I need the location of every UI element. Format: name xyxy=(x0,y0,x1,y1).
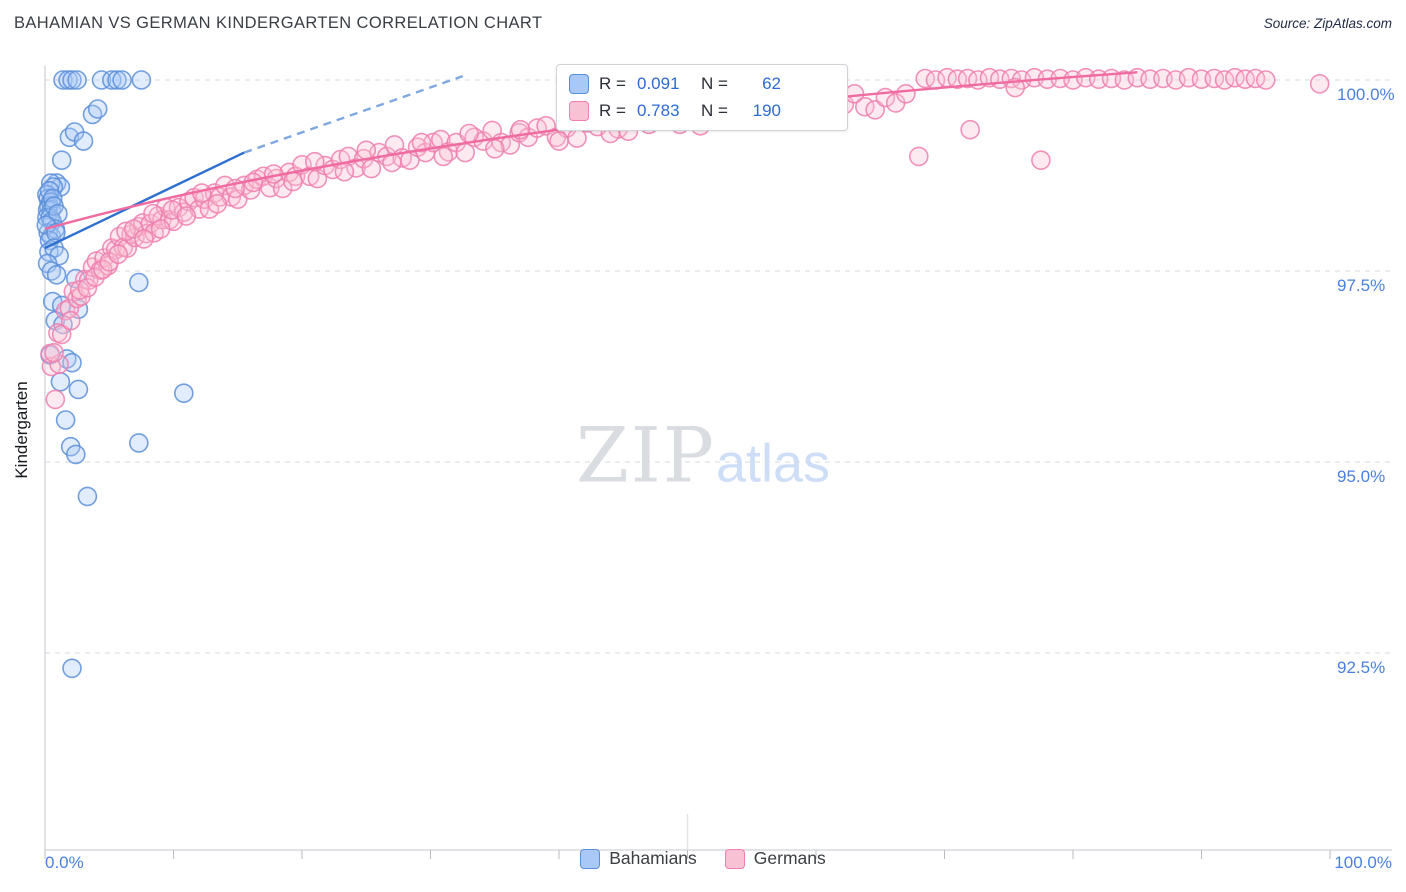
point-germans xyxy=(69,280,90,300)
bahamians-swatch-icon xyxy=(569,74,589,94)
point-germans xyxy=(45,389,66,410)
legend-label: Bahamians xyxy=(609,848,697,868)
point-germans xyxy=(433,146,454,167)
y-tick-label: 100.0% xyxy=(1337,85,1395,104)
stats-row-bahamians: R = 0.091 N = 62 xyxy=(569,74,835,94)
point-bahamians xyxy=(67,70,87,90)
page-title: BAHAMIAN VS GERMAN KINDERGARTEN CORRELAT… xyxy=(14,14,543,32)
point-germans xyxy=(77,277,98,298)
point-bahamians xyxy=(51,150,72,170)
point-germans xyxy=(108,244,128,264)
point-bahamians xyxy=(42,188,63,209)
x-axis-min-label: 0.0% xyxy=(45,853,84,872)
point-bahamians xyxy=(129,433,149,453)
point-germans xyxy=(567,128,587,148)
point-germans xyxy=(44,342,64,363)
n-value: 62 xyxy=(762,74,781,93)
point-germans xyxy=(411,132,432,153)
point-germans xyxy=(123,219,144,239)
y-tick-label: 92.5% xyxy=(1337,658,1386,677)
legend-item-germans: Germans xyxy=(724,848,826,869)
point-germans xyxy=(1235,69,1255,89)
watermark-atlas: atlas xyxy=(715,433,831,494)
point-germans xyxy=(356,140,377,161)
r-value: 0.091 xyxy=(637,74,680,93)
point-germans xyxy=(1256,70,1276,90)
watermark-zip: ZIP xyxy=(575,410,716,500)
point-germans xyxy=(960,119,981,140)
point-germans xyxy=(361,158,382,179)
n-label: N = xyxy=(701,74,728,93)
point-germans xyxy=(896,84,916,104)
point-bahamians xyxy=(62,658,82,679)
y-tick-label: 95.0% xyxy=(1337,467,1386,486)
legend-label: Germans xyxy=(753,848,826,868)
point-germans xyxy=(207,194,227,214)
chart-legend: Bahamians Germans xyxy=(0,848,1406,869)
legend-item-bahamians: Bahamians xyxy=(580,848,697,869)
point-bahamians xyxy=(174,383,194,404)
r-label: R = xyxy=(599,74,626,93)
r-label: R = xyxy=(599,101,626,120)
point-bahamians xyxy=(87,99,108,119)
point-germans xyxy=(150,219,171,239)
n-label: N = xyxy=(701,101,728,120)
y-tick-label: 97.5% xyxy=(1337,276,1386,295)
trend-bahamians-dashed xyxy=(243,75,464,154)
point-bahamians xyxy=(107,70,127,90)
stats-box: R = 0.091 N = 62 R = 0.783 N = 190 xyxy=(556,64,848,131)
point-germans xyxy=(60,310,81,331)
source-link[interactable]: Source: ZipAtlas.com xyxy=(1263,16,1392,31)
point-germans xyxy=(1309,74,1330,94)
point-germans xyxy=(484,139,505,159)
point-germans xyxy=(176,206,197,226)
point-bahamians xyxy=(62,70,82,90)
point-bahamians xyxy=(55,410,76,430)
bahamians-swatch-icon xyxy=(580,848,601,869)
point-bahamians xyxy=(49,245,69,266)
germans-swatch-icon xyxy=(724,848,745,869)
point-germans xyxy=(549,131,569,151)
point-germans xyxy=(1031,150,1051,170)
point-bahamians xyxy=(131,70,152,90)
point-germans xyxy=(947,69,968,89)
trend-bahamians-solid xyxy=(44,151,245,250)
point-germans xyxy=(134,229,154,249)
point-germans xyxy=(85,267,105,287)
r-value: 0.783 xyxy=(637,101,680,120)
point-germans xyxy=(143,203,163,224)
point-bahamians xyxy=(48,203,68,224)
point-bahamians xyxy=(129,272,149,293)
point-germans xyxy=(283,171,303,192)
point-bahamians xyxy=(112,70,132,90)
germans-swatch-icon xyxy=(569,101,589,121)
point-bahamians xyxy=(91,70,112,90)
point-bahamians xyxy=(46,264,67,285)
point-bahamians xyxy=(102,70,122,90)
point-bahamians xyxy=(66,444,86,465)
point-germans xyxy=(334,161,355,182)
stats-row-germans: R = 0.783 N = 190 xyxy=(569,101,835,121)
point-germans xyxy=(459,123,479,144)
point-germans xyxy=(93,259,113,280)
point-bahamians xyxy=(73,131,94,151)
zipatlas-watermark: ZIP atlas xyxy=(576,411,830,500)
point-bahamians xyxy=(77,486,98,507)
point-germans xyxy=(116,221,136,242)
point-germans xyxy=(51,324,72,345)
point-bahamians xyxy=(68,379,89,400)
trend-germans-solid xyxy=(44,71,1138,231)
x-axis-max-label: 100.0% xyxy=(1334,853,1392,872)
n-value: 190 xyxy=(752,101,781,120)
point-germans xyxy=(908,146,929,167)
